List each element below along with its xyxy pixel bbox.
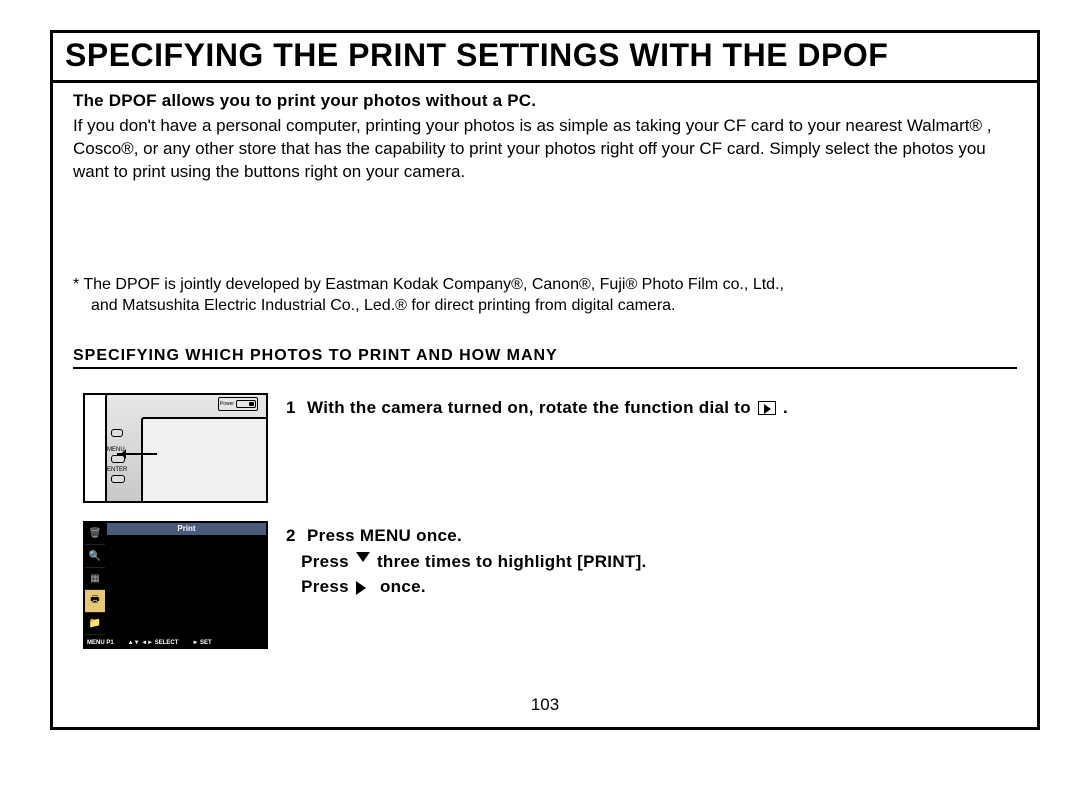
step-1-figure: Power MENU ENTER [73,393,268,503]
step-2: Print 🗑 🔍 ▦ 🖶 📁 MENU P1 ▲▼ ◄► SELECT ► S… [73,521,1017,649]
intro-heading: The DPOF allows you to print your photos… [73,91,1017,111]
down-triangle-icon [356,552,370,569]
step-2-text: 2 Press MENU once. Press three times to … [286,521,647,600]
step-1: Power MENU ENTER 1 With the camera turne… [73,393,1017,503]
page-title: SPECIFYING THE PRINT SETTINGS WITH THE D… [65,37,1025,74]
manual-page: SPECIFYING THE PRINT SETTINGS WITH THE D… [50,30,1040,730]
footnote-line2: and Matsushita Electric Industrial Co., … [73,295,1017,317]
menu-sidebar: 🗑 🔍 ▦ 🖶 📁 [85,523,105,635]
magnify-icon: 🔍 [85,545,105,567]
step-2-figure: Print 🗑 🔍 ▦ 🖶 📁 MENU P1 ▲▼ ◄► SELECT ► S… [73,521,268,649]
footnote-line1: * The DPOF is jointly developed by Eastm… [73,276,784,293]
title-bar: SPECIFYING THE PRINT SETTINGS WITH THE D… [53,33,1037,83]
intro-body: If you don't have a personal computer, p… [73,115,1017,184]
folder-icon: 📁 [85,613,105,635]
camera-illustration: Power MENU ENTER [83,393,268,503]
step-1-text: 1 With the camera turned on, rotate the … [286,393,788,421]
slides-icon: ▦ [85,568,105,590]
page-number: 103 [53,695,1037,715]
footnote: * The DPOF is jointly developed by Eastm… [73,274,1017,317]
content-area: The DPOF allows you to print your photos… [53,83,1037,649]
trash-icon: 🗑 [85,523,105,545]
right-triangle-icon [356,581,373,595]
arrow-icon [117,453,157,455]
playback-icon [758,401,776,415]
menu-screenshot: Print 🗑 🔍 ▦ 🖶 📁 MENU P1 ▲▼ ◄► SELECT ► S… [83,521,268,649]
menu-footer: MENU P1 ▲▼ ◄► SELECT ► SET [83,637,268,649]
menu-header: Print [107,523,266,535]
print-icon: 🖶 [85,590,105,612]
section-heading: SPECIFYING WHICH PHOTOS TO PRINT AND HOW… [73,347,1017,369]
